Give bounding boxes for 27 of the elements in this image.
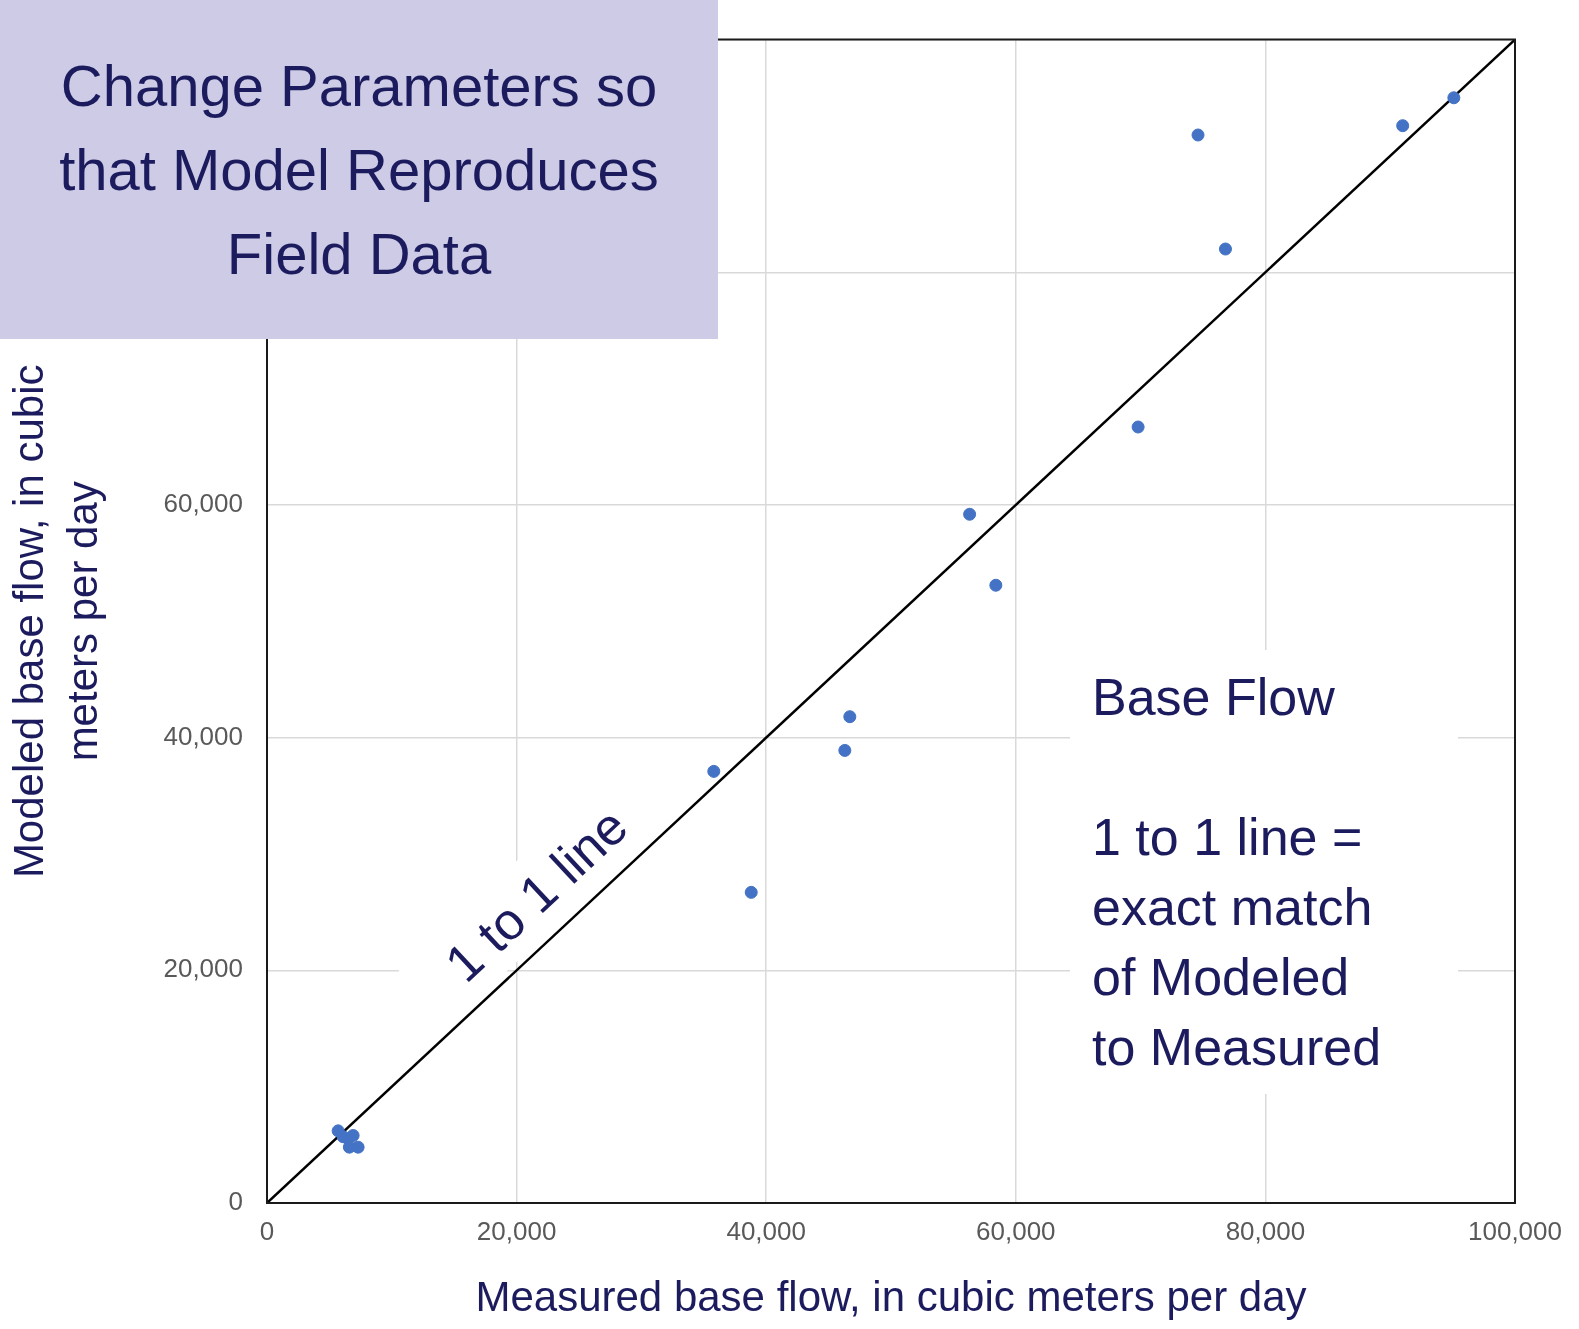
x-tick-label: 20,000 (476, 1215, 557, 1246)
x-tick-label: 80,000 (1225, 1215, 1306, 1246)
point (336, 1130, 350, 1144)
y-axis-title: Modeled base flow, in cubic meters per day (4, 364, 107, 879)
point (351, 1140, 365, 1154)
x-tick-label: 60,000 (976, 1215, 1056, 1246)
point (707, 764, 721, 778)
point (963, 507, 977, 521)
y-tick-label: 60,000 (163, 488, 243, 519)
point (843, 710, 857, 724)
x-tick-label: 0 (259, 1215, 275, 1246)
x-axis-title: Measured base flow, in cubic meters per day (475, 1273, 1307, 1321)
point (1447, 91, 1461, 105)
point (989, 578, 1003, 592)
point (1218, 242, 1232, 256)
annotation: 1 to 1 line (433, 796, 639, 993)
point (1131, 420, 1145, 434)
point (1396, 119, 1410, 133)
x-tick-label: 40,000 (726, 1215, 806, 1246)
y-tick-label: 0 (228, 1186, 243, 1217)
text: Base Flow 1 to 1 line = exact match of Modeled to Measured (1092, 668, 1382, 1076)
point (1191, 128, 1205, 142)
point (838, 743, 852, 757)
y-tick-label: 20,000 (163, 953, 243, 984)
point (744, 885, 758, 899)
x-tick-label: 100,000 (1468, 1215, 1562, 1246)
y-tick-label: 40,000 (163, 720, 243, 751)
